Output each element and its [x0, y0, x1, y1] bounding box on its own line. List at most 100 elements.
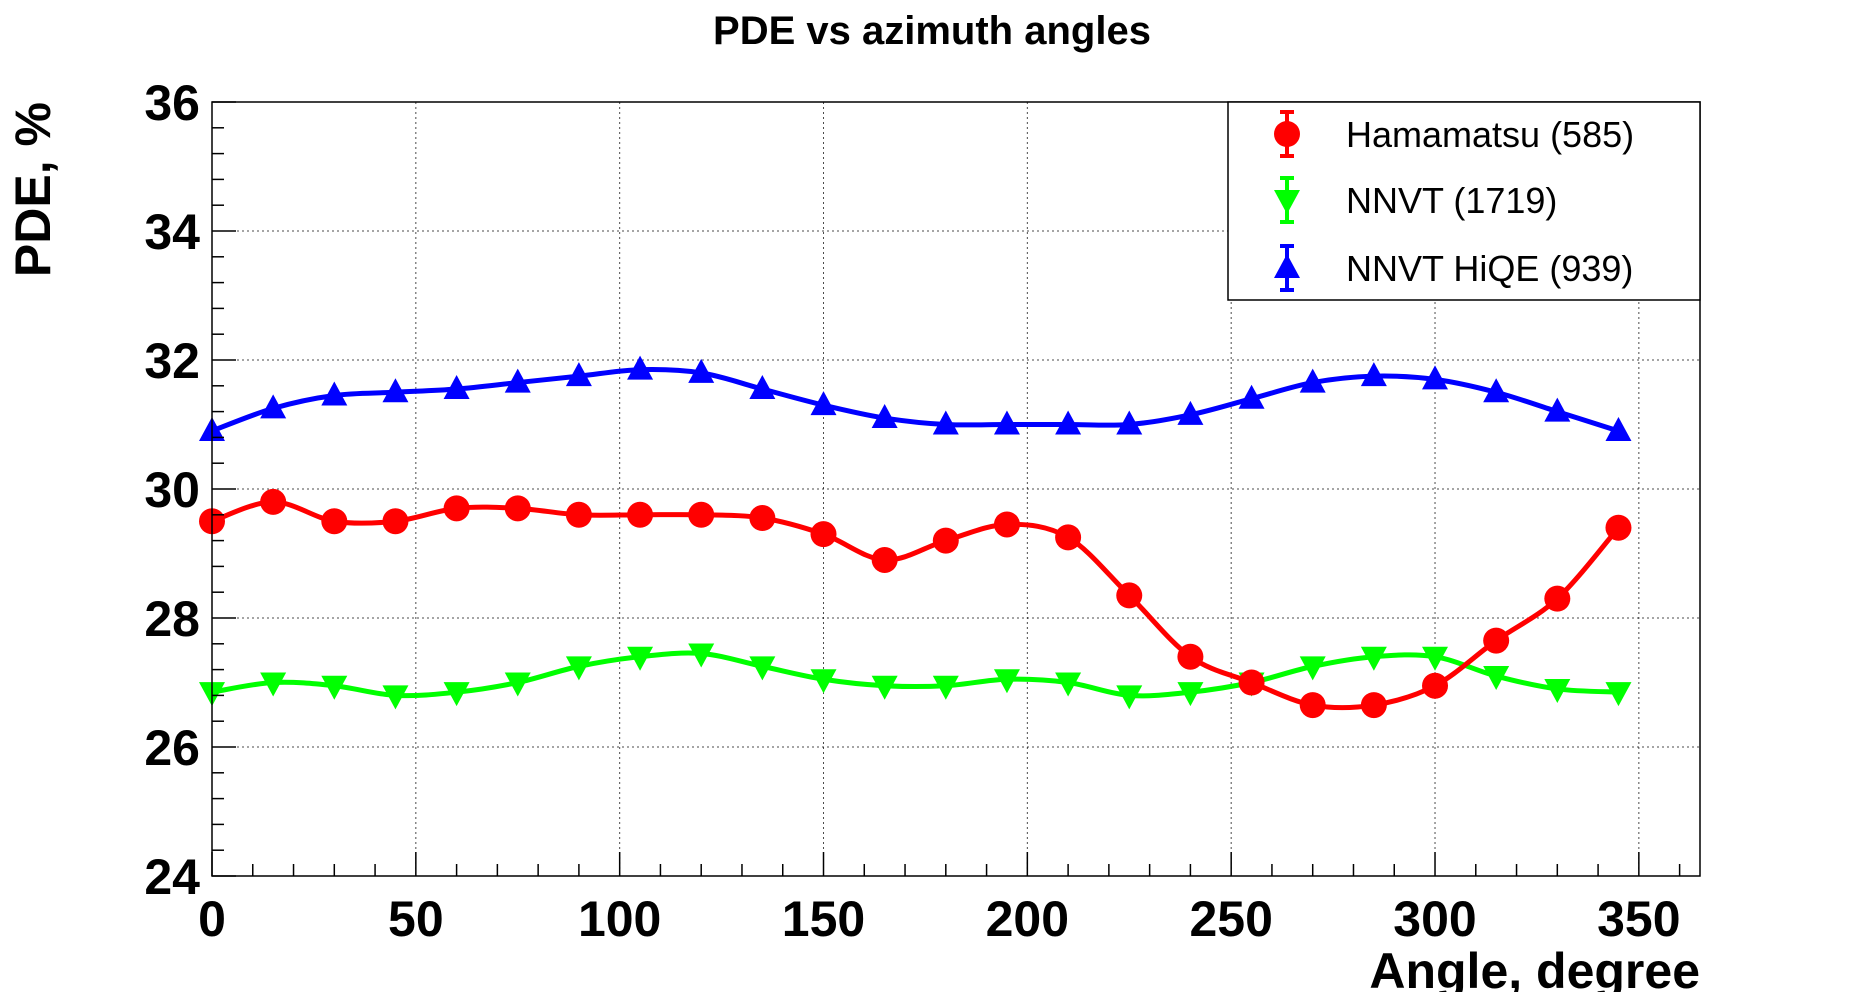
data-point: [993, 669, 1020, 694]
data-point: [1177, 643, 1204, 670]
data-point: [260, 488, 287, 515]
legend-marker: [1274, 254, 1300, 278]
data-point: [749, 656, 776, 681]
data-point: [871, 546, 898, 573]
data-point: [932, 410, 959, 435]
legend-label: NNVT (1719): [1346, 180, 1557, 221]
data-point: [1055, 524, 1082, 551]
y-tick-label: 36: [144, 75, 200, 131]
data-point: [688, 501, 715, 528]
data-point: [382, 508, 409, 535]
data-point: [627, 355, 654, 380]
data-point: [1299, 368, 1326, 393]
data-point: [260, 672, 287, 697]
x-axis-title: Angle, degree: [1369, 943, 1700, 992]
series-line: [211, 650, 1619, 699]
chart-title: PDE vs azimuth angles: [713, 9, 1151, 53]
data-point: [871, 404, 898, 429]
series-nnvt-1719: [199, 643, 1632, 710]
legend-label: NNVT HiQE (939): [1346, 248, 1633, 289]
data-point: [627, 501, 654, 528]
data-point: [1483, 627, 1510, 654]
x-tick-label: 0: [198, 891, 226, 947]
data-point: [1544, 397, 1571, 422]
data-point: [1299, 692, 1326, 719]
data-point: [1116, 410, 1143, 435]
data-point: [749, 505, 776, 532]
series-line: [211, 499, 1621, 711]
data-point: [688, 643, 715, 668]
data-point: [1360, 692, 1387, 719]
x-tick-label: 250: [1189, 891, 1272, 947]
data-point: [1422, 672, 1449, 699]
data-point: [627, 646, 654, 671]
data-point: [871, 675, 898, 700]
data-point: [749, 375, 776, 400]
data-point: [504, 672, 531, 697]
data-point: [932, 527, 959, 554]
data-point: [1360, 362, 1387, 387]
data-point: [1605, 416, 1632, 441]
data-point: [1238, 384, 1265, 409]
data-point: [321, 508, 348, 535]
data-point: [1483, 378, 1510, 403]
legend: Hamamatsu (585) NNVT (1719) NNVT HiQE (939…: [1227, 101, 1701, 301]
data-point: [932, 675, 959, 700]
data-point: [1605, 514, 1632, 541]
data-point: [810, 669, 837, 694]
legend-marker: [1274, 190, 1300, 214]
x-tick-label: 300: [1393, 891, 1476, 947]
x-tick-label: 150: [782, 891, 865, 947]
data-point: [810, 521, 837, 548]
y-axis-title: PDE, %: [5, 102, 61, 277]
data-point: [810, 391, 837, 416]
data-point: [443, 682, 470, 707]
data-point: [382, 378, 409, 403]
y-tick-label: 26: [144, 720, 200, 776]
data-point: [565, 362, 592, 387]
y-tick-label: 32: [144, 333, 200, 389]
data-point: [504, 368, 531, 393]
data-point: [1422, 365, 1449, 390]
data-point: [1116, 582, 1143, 609]
data-point: [1360, 646, 1387, 671]
data-point: [504, 495, 531, 522]
data-point: [993, 511, 1020, 538]
data-point: [1299, 656, 1326, 681]
data-point: [321, 381, 348, 406]
data-point: [443, 495, 470, 522]
series-layer: [199, 355, 1632, 719]
series-hamamatsu-585: [199, 488, 1632, 719]
x-tick-label: 100: [578, 891, 661, 947]
axis-tick-labels: 0 50 100 150 200 250 300 350 24 26 28 30 32 34 36: [144, 75, 1680, 947]
data-point: [1177, 400, 1204, 425]
data-point: [1116, 685, 1143, 710]
data-point: [1483, 666, 1510, 691]
y-tick-label: 34: [144, 204, 200, 260]
y-tick-label: 24: [144, 849, 200, 905]
data-point: [1177, 682, 1204, 707]
y-tick-label: 28: [144, 591, 200, 647]
data-point: [1422, 646, 1449, 671]
data-point: [1055, 410, 1082, 435]
legend-box: [1227, 101, 1701, 301]
data-point: [1544, 585, 1571, 612]
data-point: [1605, 682, 1632, 707]
legend-marker: [1274, 121, 1300, 147]
data-point: [1055, 672, 1082, 697]
x-tick-label: 350: [1597, 891, 1680, 947]
data-point: [260, 394, 287, 419]
data-point: [382, 685, 409, 710]
data-point: [321, 675, 348, 700]
data-point: [565, 656, 592, 681]
data-point: [443, 375, 470, 400]
series-nnvt-hiqe-939: [199, 355, 1632, 441]
axis-ticks: [211, 101, 1681, 877]
data-point: [1544, 678, 1571, 703]
data-point: [1238, 669, 1265, 696]
data-point: [993, 410, 1020, 435]
x-tick-label: 200: [986, 891, 1069, 947]
series-line: [211, 366, 1620, 434]
data-point: [688, 358, 715, 383]
